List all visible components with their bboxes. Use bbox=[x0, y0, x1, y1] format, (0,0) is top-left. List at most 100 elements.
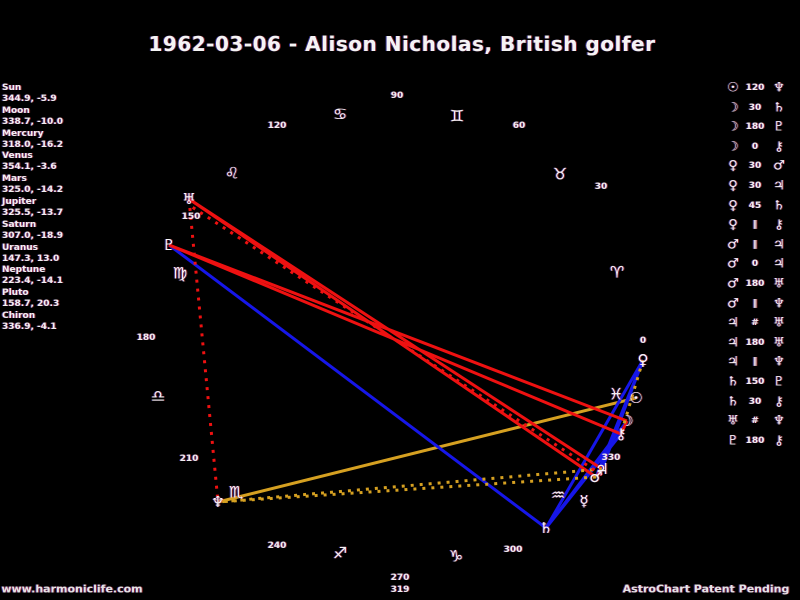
page-title: 1962-03-06 - Alison Nicholas, British go… bbox=[148, 32, 656, 56]
sign-scorpio-icon: ♏ bbox=[228, 482, 244, 502]
aspect-type-label: 180 bbox=[745, 279, 765, 289]
planet-list-name: Sun bbox=[2, 83, 22, 93]
sign-leo-icon: ♌ bbox=[224, 163, 240, 183]
degree-label-120: 120 bbox=[267, 121, 287, 131]
planet-list-value: 354.1, -3.6 bbox=[2, 162, 57, 173]
aspect-planet1-icon: ♃ bbox=[727, 354, 739, 370]
planet-list-name: Jupiter bbox=[2, 197, 37, 207]
planet-list-name: Saturn bbox=[2, 219, 37, 230]
degree-label-270: 270 bbox=[390, 573, 410, 583]
degree-label-30: 30 bbox=[594, 182, 608, 192]
aspect-planet2-icon: ♆ bbox=[773, 296, 785, 312]
aspect-planet1-icon: ♅ bbox=[727, 413, 739, 429]
aspect-planet1-icon: ♀ bbox=[728, 198, 738, 214]
planet-moon-icon: ☽ bbox=[620, 412, 634, 430]
aspect-planet2-icon: ♅ bbox=[773, 276, 785, 292]
aspect-type-label: 180 bbox=[745, 122, 765, 133]
aspect-planet2-icon: ♃ bbox=[773, 256, 785, 272]
aspect-type-label: # bbox=[751, 416, 759, 427]
planet-list-value: 307.0, -18.9 bbox=[2, 230, 63, 241]
sign-virgo-icon: ♍ bbox=[172, 263, 188, 283]
degree-label-150: 150 bbox=[181, 212, 201, 222]
aspect-line-saturn-chiron bbox=[544, 433, 623, 529]
aspect-planet1-icon: ♇ bbox=[727, 433, 739, 449]
aspect-planet1-icon: ♂ bbox=[727, 256, 739, 272]
planet-uranus-icon: ♅ bbox=[182, 190, 196, 208]
aspect-planet1-icon: ♀ bbox=[728, 178, 738, 194]
aspect-line-pluto-chiron bbox=[168, 243, 622, 436]
aspect-planet2-icon: ♄ bbox=[773, 198, 785, 214]
aspect-planet2-icon: ♆ bbox=[773, 413, 785, 429]
aspect-planet1-icon: ☉ bbox=[727, 80, 739, 96]
planet-list-name: Chiron bbox=[2, 311, 36, 321]
planet-list-name: Moon bbox=[2, 105, 30, 116]
planet-list-value: 325.0, -14.2 bbox=[2, 185, 63, 196]
aspect-line-uranus-neptune bbox=[187, 198, 220, 503]
aspect-planet1-icon: ♃ bbox=[727, 335, 739, 351]
aspect-planet2-icon: ♄ bbox=[773, 100, 785, 116]
planet-list-value: 344.9, -5.9 bbox=[2, 94, 57, 104]
aspect-type-label: 120 bbox=[745, 83, 765, 93]
degree-label-240: 240 bbox=[267, 541, 287, 551]
aspect-line-sun-neptune bbox=[217, 396, 637, 504]
degree-label-210: 210 bbox=[179, 454, 199, 464]
sign-cancer-icon: ♋ bbox=[332, 104, 348, 124]
planet-list-name: Venus bbox=[2, 151, 33, 162]
aspect-line-jupiter-neptune bbox=[217, 467, 603, 504]
aspect-type-label: ∥ bbox=[752, 239, 758, 250]
aspect-line-moon-pluto bbox=[168, 243, 628, 423]
sign-taurus-icon: ♉ bbox=[552, 164, 568, 184]
version-label: 319 bbox=[390, 585, 410, 595]
aspect-type-label: 180 bbox=[745, 435, 765, 446]
aspect-line-jupiter-uranus bbox=[188, 197, 603, 471]
aspect-planet1-icon: ☽ bbox=[727, 139, 739, 155]
aspect-type-label: 150 bbox=[745, 377, 765, 387]
patent-pending-label: AstroChart Patent Pending bbox=[622, 582, 790, 596]
aspect-planet1-icon: ☽ bbox=[727, 119, 739, 135]
sign-aquarius-icon: ♒ bbox=[550, 485, 566, 505]
aspect-type-label: 30 bbox=[748, 161, 762, 172]
aspect-type-label: ∥ bbox=[752, 298, 758, 309]
degree-label-90: 90 bbox=[390, 91, 404, 101]
aspect-planet1-icon: ♂ bbox=[727, 296, 739, 312]
aspect-planet2-icon: ♇ bbox=[773, 119, 785, 135]
aspect-type-label: # bbox=[751, 318, 759, 329]
aspect-line-mars-jupiter bbox=[594, 468, 604, 478]
aspect-type-label: 0 bbox=[751, 141, 759, 152]
aspect-type-label: 180 bbox=[745, 337, 765, 348]
aspect-planet1-icon: ♄ bbox=[727, 394, 739, 410]
aspect-type-label: 30 bbox=[748, 396, 762, 407]
aspect-planet1-icon: ☽ bbox=[727, 100, 739, 116]
planet-list-value: 147.3, 13.0 bbox=[2, 253, 60, 264]
aspect-planet2-icon: ♅ bbox=[773, 315, 785, 331]
aspect-type-label: 0 bbox=[751, 259, 759, 270]
planet-list-name: Uranus bbox=[2, 242, 38, 253]
planet-neptune-icon: ♆ bbox=[211, 493, 225, 511]
degree-label-330: 330 bbox=[601, 453, 621, 463]
watermark-link[interactable]: www.harmoniclife.com bbox=[1, 582, 143, 596]
sign-aries-icon: ♈ bbox=[609, 262, 625, 282]
planet-saturn-icon: ♄ bbox=[539, 519, 553, 537]
sign-gemini-icon: ♊ bbox=[449, 106, 465, 126]
planet-mercury-icon: ☿ bbox=[579, 492, 589, 510]
planet-list-value: 325.5, -13.7 bbox=[2, 208, 63, 218]
planet-jupiter-icon: ♃ bbox=[595, 460, 609, 478]
planet-list-name: Pluto bbox=[2, 288, 29, 299]
planet-list-name: Mercury bbox=[2, 128, 44, 139]
aspect-planet2-icon: ⚷ bbox=[774, 433, 784, 449]
planet-chiron-icon: ⚷ bbox=[615, 425, 627, 443]
aspect-type-label: ∥ bbox=[752, 220, 758, 231]
planet-list-value: 336.9, -4.1 bbox=[2, 322, 57, 332]
aspect-planet2-icon: ⚷ bbox=[774, 394, 784, 410]
aspect-line-jupiter-uranus bbox=[188, 203, 603, 477]
planet-list-name: Mars bbox=[2, 174, 27, 185]
aspect-planet1-icon: ♂ bbox=[727, 237, 739, 253]
planet-mars-icon: ♂ bbox=[589, 468, 603, 486]
aspect-planet2-icon: ♅ bbox=[773, 335, 785, 351]
aspect-type-label: ∥ bbox=[752, 357, 758, 368]
sign-capricorn-icon: ♑ bbox=[448, 546, 464, 566]
planet-venus-icon: ♀ bbox=[637, 351, 649, 369]
aspect-planet2-icon: ⚷ bbox=[774, 139, 784, 155]
aspect-type-label: 30 bbox=[748, 181, 762, 191]
aspect-planet1-icon: ♄ bbox=[727, 374, 739, 390]
